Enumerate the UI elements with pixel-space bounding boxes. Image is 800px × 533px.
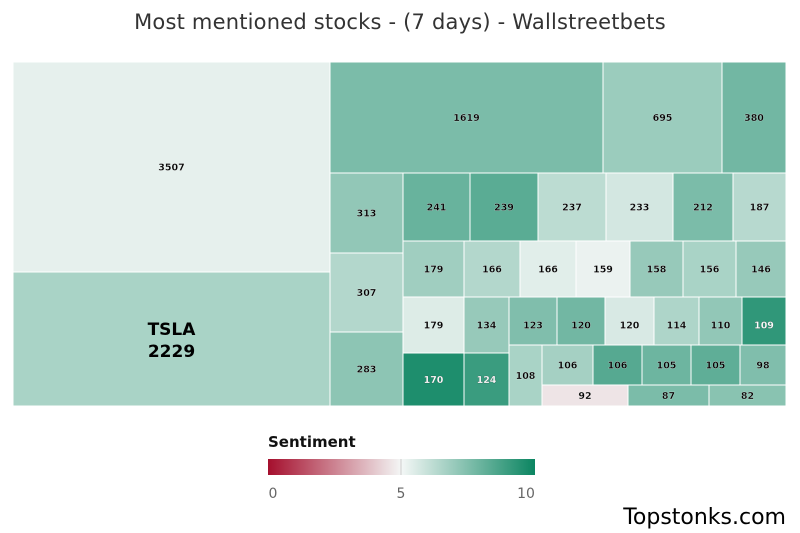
tile-value-label: 3507 [158,163,184,174]
tile-value-label: 239 [494,203,514,214]
treemap-tile [329,331,404,407]
tile-value-label: 187 [750,203,770,214]
tile-value-label: 695 [653,113,673,124]
treemap-tile [329,252,404,333]
tile-value-label: 82 [741,391,754,402]
tile-value-label: 212 [693,203,713,214]
tile-value-label: 114 [667,321,687,332]
tile-value-label: 307 [357,288,377,299]
treemap-tile [463,240,521,298]
legend-color-bar [268,459,535,475]
tile-value-label: 380 [744,113,764,124]
tile-value-label: 2229 [148,342,195,362]
tile-value-label: 108 [516,371,536,382]
treemap-tile [604,296,655,354]
tile-value-label: 98 [756,361,770,372]
treemap-tile [463,296,510,354]
legend-tick-5: 5 [396,486,406,502]
tile-value-label: 283 [357,365,377,376]
treemap-tile [575,240,631,298]
treemap-tile [402,296,465,354]
treemap-tile [602,61,723,174]
treemap-tile [672,172,734,242]
treemap-tile [402,240,465,298]
tile-value-label: 1619 [453,113,479,124]
tile-value-label: 120 [620,321,640,332]
chart-title: Most mentioned stocks - (7 days) - Walls… [134,10,666,34]
treemap-tile [402,172,471,242]
tile-value-label: 134 [477,321,497,332]
treemap-tile [508,296,558,354]
tile-value-label: 166 [538,265,558,276]
treemap-tile [732,172,787,242]
tile-value-label: 159 [593,265,613,276]
treemap-tile [629,240,684,298]
legend-tick-0: 0 [268,486,278,502]
tile-value-label: 109 [754,321,774,332]
treemap-tile [329,61,604,174]
tile-value-label: 146 [751,265,771,276]
treemap-tile [541,344,594,386]
treemap-tile [735,240,787,298]
tile-value-label: 233 [630,203,650,214]
treemap-tile [556,296,606,354]
legend-tick-10: 10 [517,486,535,502]
tile-value-label: 105 [657,361,677,372]
tile-value-label: 179 [424,265,444,276]
tile-value-label: 237 [562,203,582,214]
tile-value-label: 156 [700,265,720,276]
treemap-tile [463,352,510,407]
treemap-tile [741,296,787,354]
tile-value-label: 87 [662,391,675,402]
tile-value-label: 110 [711,321,731,332]
tile-value-label: 105 [706,361,726,372]
treemap-tile [469,172,539,242]
tile-value-label: 241 [427,203,447,214]
tile-value-label: 124 [477,375,497,386]
tile-ticker-label: TSLA [148,320,197,340]
tile-value-label: 106 [558,361,578,372]
tile-value-label: 92 [578,391,591,402]
tile-value-label: 106 [608,361,628,372]
treemap-tile [519,240,577,298]
brand-watermark: Topstonks.com [623,505,786,530]
tile-value-label: 170 [424,375,444,386]
tile-value-label: 166 [482,265,502,276]
treemap-tile [508,344,543,407]
treemap-tile [605,172,674,242]
tile-value-label: 158 [647,265,667,276]
tile-value-label: 179 [424,321,444,332]
legend-title: Sentiment [268,433,356,451]
treemap-tile [12,61,331,273]
tile-value-label: 123 [523,321,543,332]
tile-value-label: 120 [571,321,591,332]
tile-value-label: 313 [357,209,377,220]
treemap-tile [12,271,331,407]
treemap-tile [708,384,787,407]
